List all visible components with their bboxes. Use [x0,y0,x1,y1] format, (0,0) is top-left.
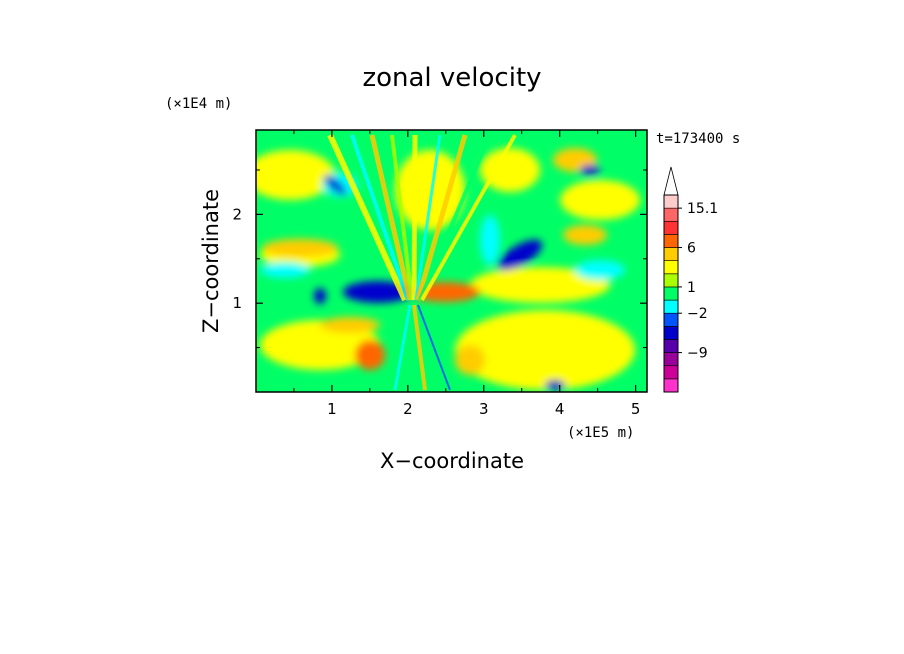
colorbar-overflow-arrow [663,166,679,196]
colorbar-tick-label: −2 [687,306,708,322]
streak [369,134,413,301]
colorbar-swatch [663,299,679,314]
colorbar-swatch [663,260,679,275]
field-patch [262,239,338,257]
y-tick-label: 2 [232,205,242,223]
streak [350,134,410,301]
colorbar-swatch [663,234,679,248]
colorbar-swatch [663,365,679,380]
colorbar-swatch [663,286,679,301]
colorbar-swatch [663,220,679,235]
colorbar-swatch [663,207,679,222]
colorbar-swatch [663,378,679,393]
field-patch [355,340,385,370]
streak [393,304,412,391]
wave-streaks [327,133,517,391]
colorbar-tick-label: 6 [687,241,696,257]
x-tick-label: 3 [479,400,489,418]
x-axis: 1 2 3 4 5 [293,130,641,418]
colorbar-swatch [663,352,679,367]
y-unit-label: (×1E4 m) [165,96,232,112]
colorbar-tick-label: 1 [687,280,696,296]
streak [418,134,492,301]
field-patch [545,380,565,390]
field-patch [323,175,347,195]
streak [327,133,408,302]
streak [415,134,468,301]
field-patch [560,180,640,220]
colorbar-swatch [663,273,679,288]
field-patch [497,239,543,271]
streak [417,304,451,391]
field-patch [480,215,500,265]
plot-frame [255,129,648,393]
field-patch [480,148,540,192]
colorbar-swatch [663,247,679,261]
field-patch [580,165,600,175]
field-patch [320,317,380,333]
field-patch [470,267,610,303]
x-unit-label: (×1E5 m) [567,425,634,441]
colorbar-tick-label: 15.1 [687,201,718,217]
streak [411,134,418,301]
field-patch [260,262,310,278]
x-axis-title: X−coordinate [380,449,524,473]
field-patch [256,150,335,200]
colorbar-swatch [663,194,679,209]
colorbar-swatch [663,339,679,353]
colorbar: 15.1 6 1 −2 −9 [663,166,718,393]
heatmap-field [256,130,647,392]
streak [420,134,517,301]
streak [414,134,442,301]
field-patch [575,260,625,280]
y-tick-label: 1 [232,294,242,312]
streak [412,304,427,391]
y-axis: 12 [232,169,647,349]
colorbar-frame [663,194,679,393]
field-patch [314,288,326,304]
field-patch [343,281,413,303]
time-label: t=173400 s [656,131,740,147]
y-axis-title: Z−coordinate [199,189,223,333]
x-tick-label: 2 [403,400,413,418]
colorbar-swatch [663,312,679,327]
field-patch [455,310,635,390]
streak [390,134,414,301]
x-tick-label: 4 [555,400,565,418]
colorbar-swatch [663,326,679,340]
x-tick-label: 5 [631,400,641,418]
field-patch [455,345,485,375]
field-patch [563,225,607,245]
chart-title: zonal velocity [362,63,541,93]
colorbar-tick-label: −9 [687,346,708,362]
x-tick-label: 1 [327,400,337,418]
